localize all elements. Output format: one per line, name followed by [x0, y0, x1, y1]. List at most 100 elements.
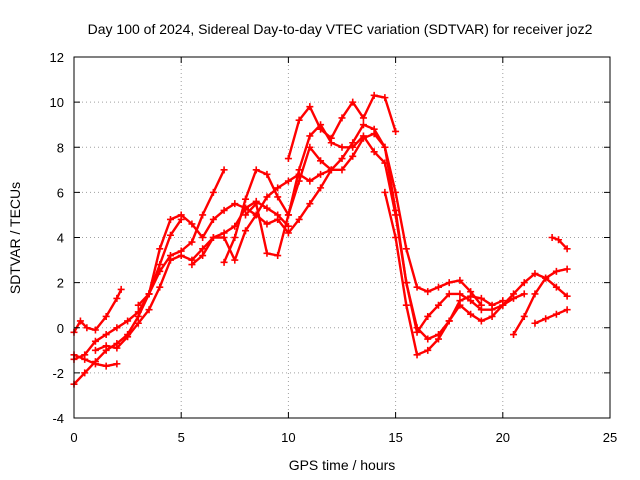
data-point	[81, 369, 89, 377]
data-point	[166, 215, 174, 223]
data-point	[370, 148, 378, 156]
data-point	[166, 256, 174, 264]
data-point	[91, 346, 99, 354]
data-point	[242, 227, 250, 235]
data-point	[477, 317, 485, 325]
chart-title: Day 100 of 2024, Sidereal Day-to-day VTE…	[88, 21, 593, 37]
data-point	[392, 234, 400, 241]
series-sat-k	[381, 188, 571, 359]
data-point	[199, 234, 207, 241]
series-line	[72, 168, 226, 386]
data-point	[467, 297, 475, 305]
data-point	[499, 301, 507, 309]
data-point	[145, 306, 153, 314]
y-axis-ticks: -4 -2 0 2 4 6 8 10 12	[50, 50, 610, 426]
x-tick-label: 5	[178, 430, 185, 445]
data-point	[402, 245, 410, 253]
data-point	[199, 211, 207, 219]
y-tick-label: 8	[57, 140, 64, 155]
data-series	[70, 91, 571, 388]
data-point	[156, 283, 164, 291]
series-line	[244, 123, 526, 334]
data-point	[113, 344, 121, 352]
data-point	[317, 184, 325, 192]
series-sat-a	[70, 285, 125, 336]
data-point	[510, 331, 518, 339]
data-point	[413, 351, 421, 359]
data-point	[134, 301, 142, 309]
data-point	[434, 335, 442, 343]
series-line	[72, 288, 123, 334]
data-point	[542, 315, 550, 323]
data-point	[124, 333, 132, 341]
series-sat-n	[548, 234, 571, 253]
data-point	[563, 245, 571, 253]
y-tick-label: 10	[50, 95, 64, 110]
data-point	[317, 125, 325, 133]
data-point	[252, 200, 260, 208]
y-axis-label: SDTVAR / TECUs	[7, 182, 23, 294]
data-point	[81, 355, 89, 363]
data-point	[531, 319, 539, 327]
data-point	[327, 134, 335, 142]
y-tick-label: -4	[52, 411, 64, 426]
data-point	[392, 127, 400, 135]
data-point	[295, 166, 303, 174]
data-point	[520, 312, 528, 320]
data-point	[306, 103, 314, 111]
data-point	[306, 132, 314, 140]
data-point	[477, 306, 485, 314]
data-point	[552, 283, 560, 291]
y-tick-label: 12	[50, 50, 64, 65]
data-point	[242, 195, 250, 203]
y-tick-label: 4	[57, 231, 64, 246]
data-point	[113, 324, 121, 332]
data-point	[102, 312, 110, 320]
data-point	[413, 283, 421, 291]
x-tick-label: 25	[603, 430, 617, 445]
data-point	[220, 206, 228, 214]
data-point	[359, 132, 367, 140]
data-point	[231, 200, 239, 208]
data-point	[359, 114, 367, 122]
series-line	[190, 123, 483, 307]
data-point	[284, 211, 292, 219]
y-tick-label: 0	[57, 321, 64, 336]
data-point	[274, 252, 282, 260]
series-sat-l	[510, 265, 571, 339]
data-point	[456, 301, 464, 309]
data-point	[113, 360, 121, 368]
series-sat-j	[284, 91, 400, 163]
data-point	[338, 166, 346, 174]
y-tick-label: 6	[57, 185, 64, 200]
data-point	[91, 326, 99, 334]
data-point	[392, 211, 400, 219]
data-point	[209, 215, 217, 223]
data-point	[456, 290, 464, 298]
data-point	[445, 279, 453, 287]
data-point	[284, 229, 292, 237]
data-point	[209, 234, 217, 241]
y-tick-label: -2	[52, 366, 64, 381]
data-point	[188, 261, 196, 269]
data-point	[381, 159, 389, 167]
series-sat-g	[188, 121, 485, 309]
data-point	[220, 258, 228, 266]
data-point	[274, 184, 282, 192]
data-point	[231, 234, 239, 241]
data-point	[413, 328, 421, 336]
data-point	[91, 360, 99, 368]
data-point	[177, 252, 185, 260]
data-point	[231, 256, 239, 264]
data-point	[124, 317, 132, 325]
data-point	[456, 276, 464, 284]
data-point	[552, 310, 560, 318]
data-point	[510, 290, 518, 298]
data-point	[102, 342, 110, 350]
grid-lines	[74, 57, 610, 418]
data-point	[349, 152, 357, 160]
data-point	[306, 177, 314, 185]
data-point	[542, 274, 550, 282]
data-point	[402, 279, 410, 287]
plot-frame	[73, 56, 611, 419]
